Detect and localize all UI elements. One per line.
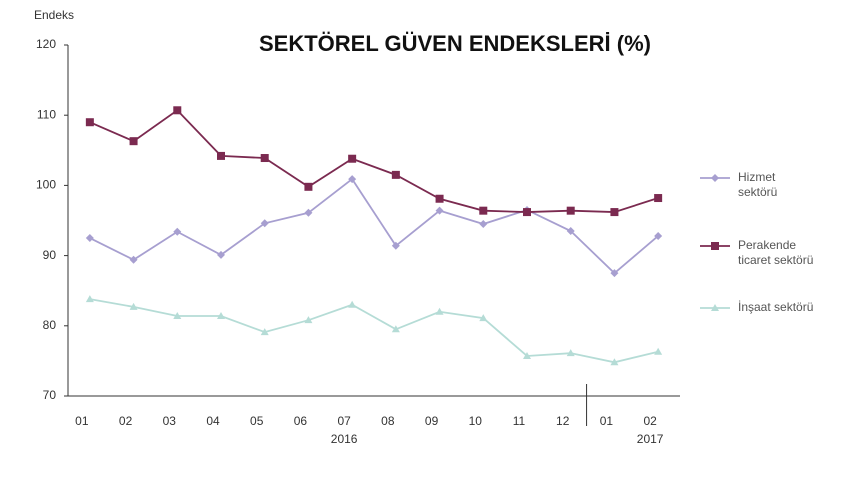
marker xyxy=(304,316,313,324)
x-tick-label: 01 xyxy=(600,414,614,428)
marker xyxy=(391,170,400,179)
marker xyxy=(711,304,719,311)
marker xyxy=(610,208,619,217)
marker xyxy=(129,255,138,264)
x-tick-label: 04 xyxy=(206,414,220,428)
x-tick-label: 02 xyxy=(643,414,657,428)
x-tick-label: 12 xyxy=(556,414,570,428)
x-tick-label: 05 xyxy=(250,414,264,428)
marker xyxy=(610,358,619,366)
marker xyxy=(85,295,94,303)
x-tick-label: 09 xyxy=(425,414,439,428)
x-tick-label: 03 xyxy=(163,414,177,428)
marker xyxy=(566,349,575,357)
marker xyxy=(348,175,357,184)
x-tick-label: 06 xyxy=(294,414,308,428)
marker xyxy=(85,118,94,127)
marker xyxy=(85,234,94,243)
y-axis-label: Endeks xyxy=(34,8,74,22)
marker xyxy=(173,311,182,319)
x-tick-label: 08 xyxy=(381,414,395,428)
marker xyxy=(217,250,225,259)
marker xyxy=(610,269,619,278)
y-tick-label: 80 xyxy=(43,318,57,332)
marker xyxy=(129,137,138,146)
y-tick-label: 110 xyxy=(37,107,56,121)
year-label: 2016 xyxy=(331,432,358,446)
chart-title: SEKTÖREL GÜVEN ENDEKSLERİ (%) xyxy=(259,31,651,56)
marker xyxy=(479,220,488,229)
legend-label: Hizmet sektörü xyxy=(738,170,778,199)
marker xyxy=(260,154,269,163)
marker xyxy=(217,311,225,319)
y-tick-label: 90 xyxy=(43,248,57,262)
marker xyxy=(711,242,719,250)
marker xyxy=(654,347,663,355)
y-tick-label: 70 xyxy=(43,388,57,402)
marker xyxy=(435,307,444,315)
x-tick-label: 07 xyxy=(337,414,351,428)
marker xyxy=(566,227,575,236)
marker xyxy=(523,351,531,359)
marker xyxy=(260,328,269,336)
x-tick-label: 02 xyxy=(119,414,133,428)
marker xyxy=(435,206,444,215)
marker xyxy=(217,151,225,160)
series-line xyxy=(89,298,659,364)
marker xyxy=(566,206,575,215)
y-tick-label: 120 xyxy=(36,37,56,51)
marker xyxy=(129,302,138,310)
legend-label: İnşaat sektörü xyxy=(738,300,814,314)
marker xyxy=(391,241,400,250)
marker xyxy=(348,300,357,308)
x-tick-label: 10 xyxy=(469,414,483,428)
marker xyxy=(173,106,182,115)
marker xyxy=(435,194,444,203)
legend-label: Perakende ticaret sektörü xyxy=(738,238,814,267)
marker xyxy=(173,227,182,236)
y-tick-label: 100 xyxy=(36,178,56,192)
marker xyxy=(304,208,313,217)
marker xyxy=(391,325,400,333)
series-line xyxy=(89,177,659,275)
year-label: 2017 xyxy=(637,432,664,446)
marker xyxy=(479,206,488,215)
x-tick-label: 11 xyxy=(513,414,526,428)
marker xyxy=(654,231,663,240)
marker xyxy=(348,154,357,163)
marker xyxy=(304,182,313,191)
series-line xyxy=(89,109,659,213)
marker xyxy=(260,219,269,228)
x-tick-label: 01 xyxy=(75,414,89,428)
marker xyxy=(523,208,531,217)
marker xyxy=(654,194,663,203)
marker xyxy=(479,314,488,322)
marker xyxy=(711,174,719,182)
